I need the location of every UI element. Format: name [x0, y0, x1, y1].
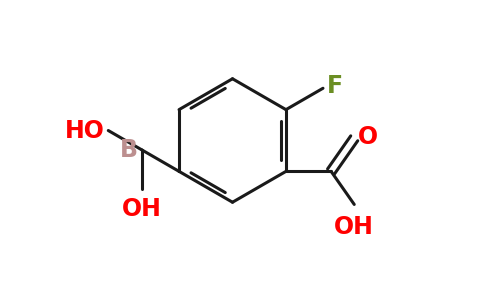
Text: OH: OH — [334, 215, 374, 239]
Text: OH: OH — [122, 197, 162, 221]
Text: HO: HO — [65, 118, 105, 142]
Text: O: O — [358, 125, 378, 149]
Text: B: B — [120, 138, 138, 162]
Text: F: F — [327, 74, 343, 98]
